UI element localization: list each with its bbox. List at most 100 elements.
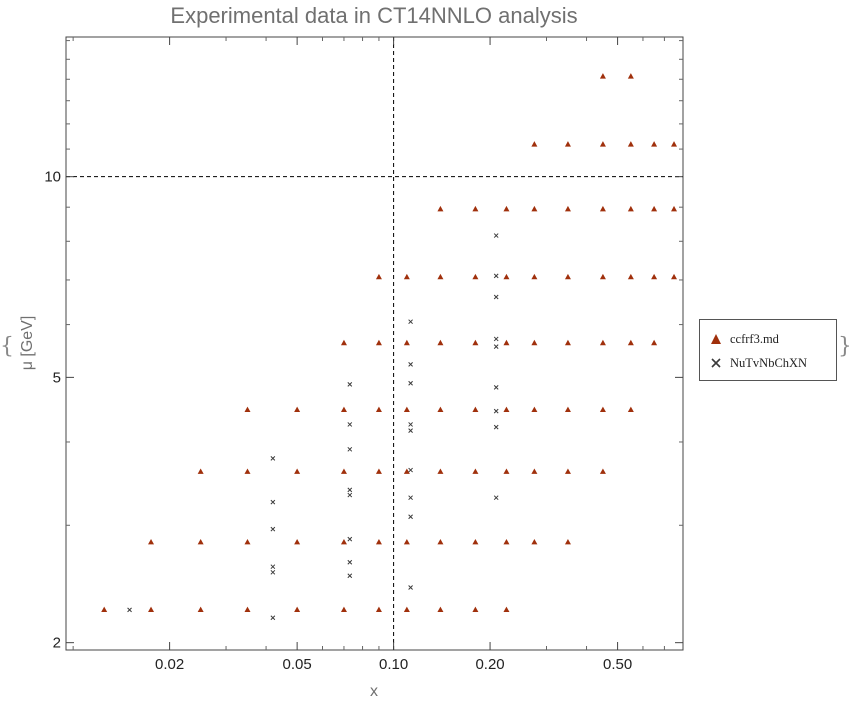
x-point: [347, 446, 353, 452]
x-point: [347, 573, 353, 579]
triangle-point: [375, 538, 382, 545]
x-point: [493, 424, 499, 430]
triangle-point: [651, 273, 658, 280]
triangle-point: [437, 606, 444, 613]
triangle-point: [148, 538, 155, 545]
legend-item-nutvnbchxn: NuTvNbChXN: [708, 354, 807, 372]
triangle-point: [564, 406, 571, 413]
triangle-point: [403, 273, 410, 280]
triangle-point: [564, 339, 571, 346]
chart-title: Experimental data in CT14NNLO analysis: [170, 3, 577, 28]
y-tick-label: 2: [53, 635, 61, 652]
x-point: [408, 319, 413, 325]
x-point: [127, 607, 132, 613]
x-point: [270, 564, 276, 570]
triangle-point: [564, 205, 571, 212]
legend: ccfrf3.md NuTvNbChXN: [699, 319, 837, 381]
triangle-point: [437, 538, 444, 545]
triangle-point: [599, 273, 606, 280]
x-point: [493, 408, 499, 414]
series: [101, 73, 678, 613]
triangle-point: [599, 406, 606, 413]
x-point: [270, 499, 276, 505]
triangle-point: [437, 273, 444, 280]
triangle-point: [599, 205, 606, 212]
legend-label: ccfrf3.md: [730, 331, 779, 346]
x-point: [493, 233, 499, 238]
triangle-point: [531, 538, 538, 545]
triangle-point: [437, 339, 444, 346]
data-points: [101, 73, 678, 621]
triangle-point: [375, 273, 382, 280]
y-axis-label: μ [GeV]: [19, 316, 36, 371]
x-point: [408, 361, 413, 367]
x-point: [270, 615, 276, 621]
triangle-point: [294, 606, 301, 613]
triangle-point: [472, 205, 479, 212]
y-tick-label: 5: [53, 369, 61, 386]
triangle-point: [503, 406, 510, 413]
triangle-point: [197, 538, 204, 545]
triangle-point: [197, 606, 204, 613]
triangle-point: [437, 406, 444, 413]
triangle-point: [531, 339, 538, 346]
triangle-point: [101, 606, 108, 613]
triangle-point: [148, 606, 155, 613]
legend-item-ccfrf3: ccfrf3.md: [708, 330, 779, 348]
triangle-point: [403, 538, 410, 545]
triangle-point: [599, 468, 606, 474]
triangle-point: [627, 406, 634, 413]
triangle-point: [651, 339, 658, 346]
reference-lines: [66, 37, 683, 650]
x-point: [493, 294, 499, 300]
y-tick-label: 10: [44, 169, 61, 186]
triangle-icon: [711, 334, 721, 344]
x-axis-ticks: 0.02 0.05 0.10 0.20 0.50: [72, 37, 665, 673]
triangle-point: [627, 339, 634, 346]
triangle-point: [472, 406, 479, 413]
triangle-point: [340, 406, 347, 413]
x-point: [493, 385, 499, 390]
triangle-point: [375, 606, 382, 613]
x-point: [493, 336, 499, 342]
plot-frame: [65, 36, 684, 651]
triangle-point: [564, 141, 571, 147]
y-axis-ticks: 2 5 10: [44, 40, 683, 652]
series: [127, 233, 499, 621]
x-point: [347, 536, 353, 542]
triangle-point: [651, 205, 658, 212]
triangle-point: [531, 141, 538, 147]
triangle-point: [503, 205, 510, 212]
triangle-point: [503, 468, 510, 474]
triangle-point: [375, 468, 382, 474]
x-point: [408, 380, 413, 386]
x-tick-label: 0.02: [155, 656, 184, 673]
triangle-point: [340, 468, 347, 474]
triangle-point: [294, 538, 301, 545]
legend-brace-left: {: [0, 334, 14, 359]
triangle-point: [244, 538, 251, 545]
triangle-point: [403, 468, 410, 474]
triangle-point: [244, 406, 251, 413]
triangle-point: [244, 468, 251, 474]
triangle-point: [197, 468, 204, 474]
triangle-point: [503, 273, 510, 280]
triangle-point: [627, 73, 634, 79]
triangle-point: [627, 205, 634, 212]
triangle-point: [472, 538, 479, 545]
triangle-point: [651, 141, 658, 147]
triangle-point: [599, 141, 606, 147]
triangle-point: [627, 141, 634, 147]
triangle-point: [403, 339, 410, 346]
triangle-point: [627, 273, 634, 280]
x-point: [270, 456, 276, 461]
triangle-point: [403, 406, 410, 413]
x-point: [347, 422, 353, 427]
x-axis-label: x: [370, 683, 378, 700]
x-point: [347, 559, 353, 565]
legend-label: NuTvNbChXN: [730, 355, 808, 370]
x-tick-label: 0.20: [475, 656, 504, 673]
triangle-point: [531, 273, 538, 280]
triangle-point: [437, 205, 444, 212]
x-tick-label: 0.50: [603, 656, 632, 673]
